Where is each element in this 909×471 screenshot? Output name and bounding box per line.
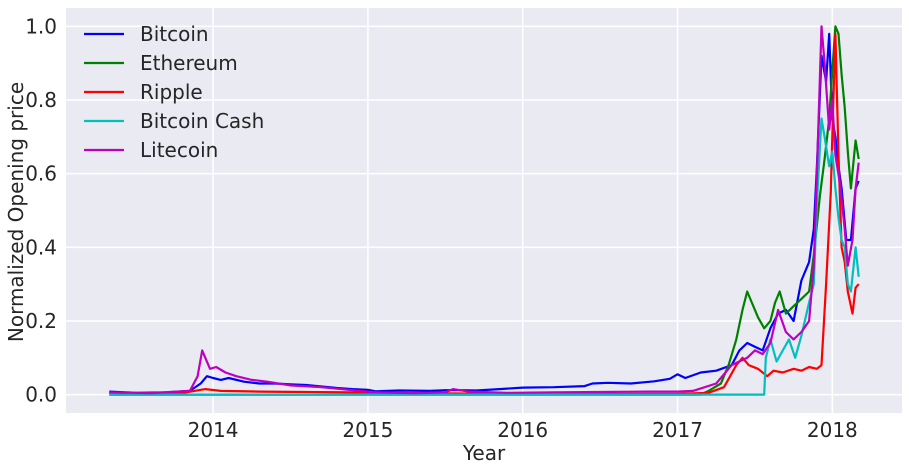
- legend-label: Ethereum: [140, 51, 238, 75]
- grid: [66, 8, 902, 413]
- legend-label: Bitcoin Cash: [140, 109, 264, 133]
- legend-label: Litecoin: [140, 138, 218, 162]
- y-tick-label: 0.4: [25, 235, 57, 259]
- y-axis: 0.0 0.2 0.4 0.6 0.8 1.0: [25, 14, 57, 406]
- series-line-bitcoin-cash: [109, 117, 860, 396]
- legend-item-ethereum: Ethereum: [84, 51, 238, 75]
- x-axis-label: Year: [462, 441, 506, 465]
- x-axis: 2014 2015 2016 2017 2018: [188, 418, 858, 442]
- plot-area: [66, 8, 902, 413]
- legend-label: Ripple: [140, 80, 203, 104]
- x-tick-label: 2018: [807, 418, 858, 442]
- series-line-ethereum: [109, 25, 860, 396]
- legend-item-bitcoin-cash: Bitcoin Cash: [84, 109, 264, 133]
- y-tick-label: 0.2: [25, 309, 57, 333]
- series-line-ripple: [109, 32, 860, 395]
- legend-label: Bitcoin: [140, 22, 209, 46]
- x-tick-label: 2016: [497, 418, 548, 442]
- series-line-litecoin: [109, 25, 860, 395]
- y-tick-label: 1.0: [25, 14, 57, 38]
- x-tick-label: 2017: [652, 418, 703, 442]
- x-tick-label: 2014: [188, 418, 239, 442]
- y-tick-label: 0.0: [25, 383, 57, 407]
- legend-item-litecoin: Litecoin: [84, 138, 218, 162]
- legend-item-bitcoin: Bitcoin: [84, 22, 209, 46]
- legend-item-ripple: Ripple: [84, 80, 203, 104]
- y-axis-label: Normalized Opening price: [4, 82, 28, 342]
- legend: Bitcoin Ethereum Ripple Bitcoin Cash Litecoi…: [84, 22, 264, 162]
- y-tick-label: 0.6: [25, 162, 57, 186]
- x-tick-label: 2015: [342, 418, 393, 442]
- y-tick-label: 0.8: [25, 88, 57, 112]
- series-group: [109, 25, 860, 396]
